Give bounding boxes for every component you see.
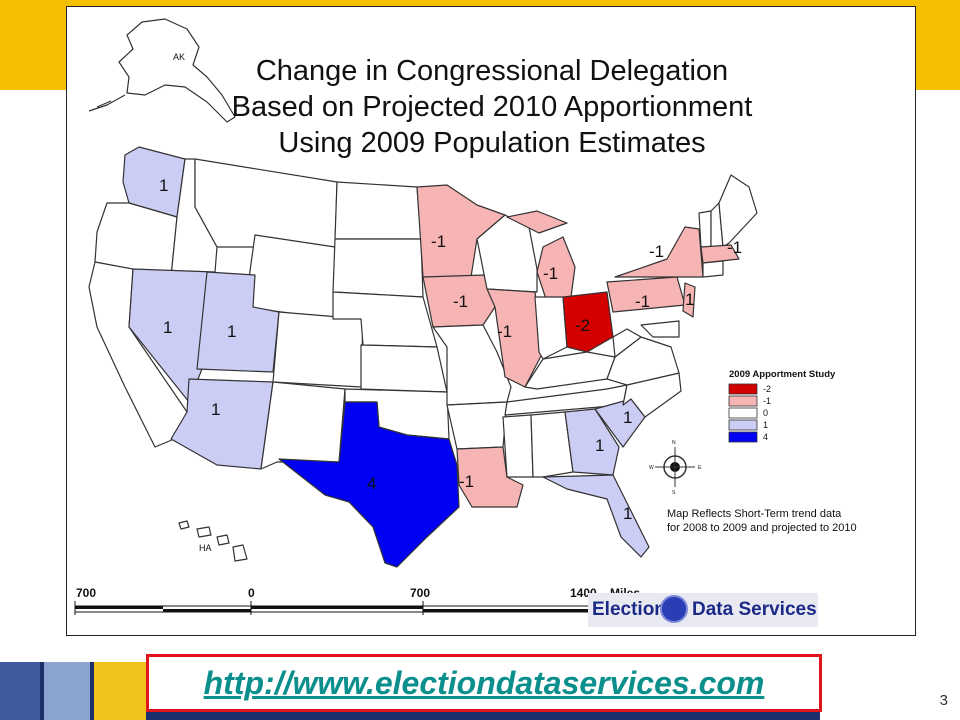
state-sd [332, 238, 424, 298]
state-al [530, 411, 574, 478]
ak-label: AK [173, 52, 185, 62]
logo-word-data-services: Data Services [692, 599, 817, 620]
legend-label: -2 [763, 384, 771, 394]
legend-title: 2009 Apportment Study [729, 369, 836, 380]
hi-label: HA [199, 543, 212, 553]
map-title-line-1: Change in Congressional Delegation [255, 55, 729, 87]
state-nd [334, 181, 422, 240]
state-ks [360, 344, 448, 393]
note-line-2: for 2008 to 2009 and projected to 2010 [667, 522, 857, 534]
compass-s: S [672, 490, 676, 496]
label-la: -1 [459, 472, 474, 491]
state-tx [278, 401, 460, 568]
state-me [718, 174, 758, 248]
state-ma [700, 244, 740, 264]
legend-label: -1 [763, 396, 771, 406]
label-nv: 1 [163, 318, 172, 337]
legend-swatch [728, 419, 758, 431]
label-sc: 1 [623, 408, 632, 427]
state-ny [614, 226, 704, 278]
label-wa: 1 [159, 176, 168, 195]
map-title-line-2: Based on Projected 2010 Apportionment [231, 91, 753, 123]
map-frame: AK HA 1 1 1 1 4 -1 -1 -1 -1 -2 -1 -1 1 -… [66, 6, 916, 636]
state-md [640, 320, 680, 338]
label-il: -1 [497, 322, 512, 341]
legend-label: 1 [763, 420, 768, 430]
label-pa: -1 [635, 292, 650, 311]
state-ia [422, 274, 496, 328]
state-mi-up [506, 210, 568, 234]
label-nj: 1 [685, 290, 694, 309]
scale-tick-700-right: 700 [410, 586, 431, 600]
legend-swatch [728, 431, 758, 443]
legend-swatch [728, 383, 758, 395]
state-nj [682, 282, 696, 318]
us-map: AK HA 1 1 1 1 4 -1 -1 -1 -1 -2 -1 -1 1 -… [74, 18, 857, 615]
label-ny: -1 [649, 242, 664, 261]
state-wy [244, 234, 336, 320]
legend-swatch [728, 407, 758, 419]
state-fl [542, 474, 650, 558]
label-ga: 1 [595, 436, 604, 455]
label-fl: 1 [623, 504, 632, 523]
state-mo [432, 324, 512, 406]
label-ia: -1 [453, 292, 468, 311]
state-mt [194, 158, 338, 248]
state-vt [698, 210, 712, 248]
state-ar [446, 401, 508, 450]
state-ct [702, 260, 724, 278]
state-hi [178, 520, 248, 562]
state-nm [260, 381, 346, 470]
label-tx: 4 [367, 474, 376, 493]
url-box: http://www.electiondataservices.com [146, 654, 822, 712]
state-oh [562, 291, 614, 353]
logo-word-election: Election [592, 599, 666, 620]
compass-e: E [698, 465, 702, 471]
label-ut: 1 [227, 322, 236, 341]
compass-w: W [649, 465, 654, 471]
state-ga [564, 408, 620, 476]
scale-tick-700-left: 700 [76, 586, 97, 600]
state-la [456, 446, 524, 508]
ak-islands [88, 94, 126, 112]
map-title-line-3: Using 2009 Population Estimates [278, 127, 706, 159]
label-ma: -1 [727, 238, 742, 257]
legend: -2 -1 0 1 4 [728, 383, 771, 443]
state-wv [612, 328, 642, 358]
label-mi: -1 [543, 264, 558, 283]
label-az: 1 [211, 400, 220, 419]
compass-icon: N S W E [649, 440, 702, 496]
state-ms [502, 414, 534, 478]
state-ak [118, 18, 236, 123]
compass-n: N [672, 440, 676, 446]
globe-icon [660, 595, 688, 623]
state-in [534, 296, 568, 360]
page-number: 3 [939, 692, 948, 709]
state-co [272, 311, 364, 388]
label-oh: -2 [575, 316, 590, 335]
scale-bar [74, 601, 596, 615]
label-mn: -1 [431, 232, 446, 251]
scale-tick-0: 0 [248, 586, 255, 600]
note-line-1: Map Reflects Short-Term trend data [667, 508, 842, 520]
legend-label: 4 [763, 432, 768, 442]
website-link[interactable]: http://www.electiondataservices.com [203, 665, 765, 701]
legend-swatch [728, 395, 758, 407]
legend-label: 0 [763, 408, 768, 418]
election-data-services-logo: Election Data Services [588, 593, 818, 627]
